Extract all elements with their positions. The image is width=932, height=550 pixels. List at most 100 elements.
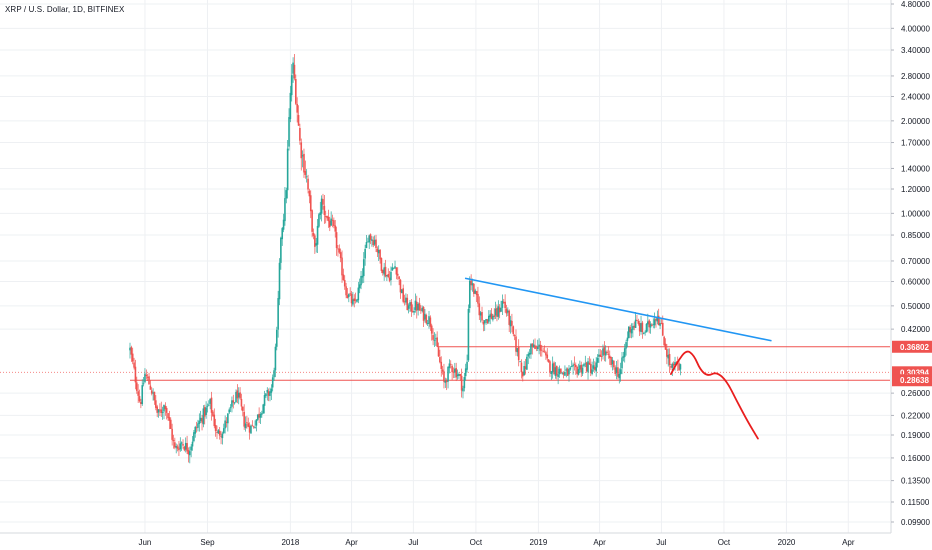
drawings[interactable] bbox=[464, 277, 772, 440]
candle-body bbox=[626, 337, 629, 341]
candle-body bbox=[456, 374, 459, 377]
candle-body bbox=[615, 367, 618, 373]
candle-body bbox=[203, 407, 206, 417]
candle-body bbox=[500, 307, 502, 312]
candle-body bbox=[543, 350, 546, 352]
candle-body bbox=[580, 364, 583, 373]
candle-body bbox=[304, 171, 307, 175]
candle-body bbox=[346, 295, 349, 299]
x-tick-label: Sep bbox=[200, 538, 215, 547]
candle-body bbox=[247, 423, 250, 427]
candle-body bbox=[671, 363, 674, 368]
candle-body bbox=[320, 198, 323, 214]
candle-body bbox=[481, 312, 483, 321]
candle-body bbox=[660, 323, 663, 325]
candle-body bbox=[545, 352, 547, 356]
y-tick-label: 0.09900 bbox=[901, 518, 930, 527]
candle-body bbox=[341, 257, 343, 276]
candle-body bbox=[449, 363, 452, 365]
candle-body bbox=[611, 359, 614, 365]
candle-body bbox=[551, 363, 554, 373]
candle-body bbox=[679, 364, 682, 370]
candle-body bbox=[516, 348, 519, 353]
candle-body bbox=[470, 280, 472, 286]
candle-body bbox=[579, 365, 581, 370]
descending-trendline[interactable] bbox=[464, 277, 772, 342]
candle-body bbox=[250, 425, 252, 434]
candle-body bbox=[133, 362, 135, 368]
candle-body bbox=[354, 299, 357, 301]
candle-body bbox=[138, 396, 141, 402]
candle-body bbox=[667, 354, 670, 359]
candle-body bbox=[387, 274, 390, 278]
candle-body bbox=[339, 252, 342, 259]
candle-body bbox=[184, 442, 187, 450]
y-tick-label: 0.22000 bbox=[901, 411, 930, 420]
candle-body bbox=[263, 395, 266, 406]
candle-body bbox=[498, 307, 501, 313]
candle-body bbox=[152, 392, 154, 394]
candle-body bbox=[289, 92, 292, 120]
candle-body bbox=[625, 342, 627, 349]
candle-body bbox=[274, 346, 277, 371]
candle-body bbox=[174, 442, 176, 448]
candle-body bbox=[179, 443, 182, 450]
y-tick-label: 4.80000 bbox=[901, 0, 930, 9]
candle-body bbox=[428, 316, 430, 324]
candle-body bbox=[515, 336, 517, 352]
candle-body bbox=[437, 347, 440, 357]
candle-body bbox=[233, 402, 236, 404]
candle-body bbox=[258, 413, 260, 418]
candle-body bbox=[584, 363, 587, 365]
candle-body bbox=[656, 316, 659, 322]
candle-body bbox=[202, 408, 205, 425]
candle-body bbox=[524, 366, 527, 369]
y-tick-label: 0.50000 bbox=[901, 302, 930, 311]
candle-body bbox=[432, 335, 434, 340]
candle-body bbox=[224, 420, 226, 429]
candle-body bbox=[647, 321, 649, 325]
y-tick-label: 2.40000 bbox=[901, 93, 930, 102]
candle-body bbox=[463, 377, 466, 389]
candle-body bbox=[197, 423, 199, 428]
candle-body bbox=[303, 153, 305, 173]
candle-body bbox=[492, 315, 494, 320]
candle-body bbox=[163, 405, 165, 412]
candle-body bbox=[467, 308, 470, 361]
candle-body bbox=[209, 398, 211, 404]
candle-body bbox=[172, 439, 175, 442]
candle-body bbox=[167, 413, 169, 419]
forecast-path[interactable] bbox=[670, 350, 759, 440]
candle-body bbox=[517, 346, 520, 361]
candle-body bbox=[381, 269, 384, 274]
candle-body bbox=[454, 368, 456, 373]
candle-body bbox=[464, 368, 467, 377]
candle-body bbox=[486, 319, 489, 324]
candle-body bbox=[655, 318, 657, 321]
y-tick-label: 0.42000 bbox=[901, 325, 930, 334]
candle-body bbox=[653, 319, 656, 326]
y-tick-label: 0.11500 bbox=[901, 498, 930, 507]
candle-body bbox=[251, 425, 254, 427]
candle-body bbox=[640, 323, 642, 332]
candle-body bbox=[591, 369, 593, 375]
candle-body bbox=[244, 423, 247, 429]
candle-body bbox=[455, 368, 457, 378]
candle-body bbox=[568, 369, 570, 375]
candle-body bbox=[619, 369, 622, 375]
candle-body bbox=[301, 155, 304, 157]
candle-body bbox=[585, 362, 588, 372]
candle-body bbox=[176, 446, 179, 449]
candle-body bbox=[663, 336, 665, 346]
candle-body bbox=[182, 444, 184, 446]
candle-body bbox=[380, 258, 383, 271]
candle-body bbox=[297, 115, 300, 126]
candle-body bbox=[210, 397, 213, 413]
candle-body bbox=[606, 351, 608, 353]
candle-body bbox=[178, 448, 180, 451]
candle-body bbox=[198, 420, 201, 424]
candle-body bbox=[386, 275, 388, 277]
candle-body bbox=[150, 390, 153, 394]
symbol-title: XRP / U.S. Dollar, 1D, BITFINEX bbox=[5, 5, 125, 14]
